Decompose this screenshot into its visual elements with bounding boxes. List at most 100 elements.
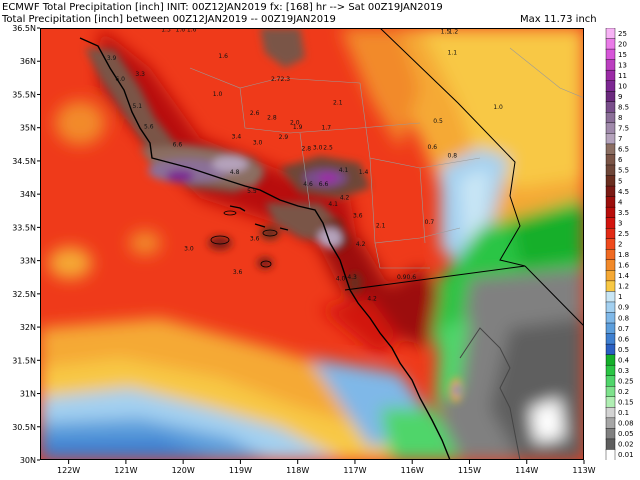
precip-value-label: 3.6 [250,236,260,243]
precip-value-label: 2.6 [250,110,260,117]
precip-value-label: 3.0 [253,139,263,146]
colorbar-label: 1.8 [618,251,629,259]
lon-tick-label: 117W [343,466,366,475]
colorbar-swatch [605,133,616,145]
colorbar-label: 0.6 [618,335,630,343]
precip-value-label: 1.1 [448,50,458,57]
colorbar-swatch [605,291,616,303]
precip-value-label: 1.3 [161,28,171,33]
header-title-line1: ECMWF Total Precipitation [inch] INIT: 0… [2,2,443,13]
colorbar-label: 0.9 [618,304,629,312]
precip-value-label: 1.6 [176,28,186,33]
colorbar-swatch [605,206,616,219]
colorbar-swatch [605,80,616,92]
heavy-precip-bands [85,28,462,402]
colorbar-swatch [605,386,616,398]
precip-value-label: 0.90.6 [397,274,416,281]
colorbar-swatch [605,407,616,419]
colorbar-label: 6.5 [618,146,629,154]
precip-value-label: 2.0 [290,119,300,126]
precip-value-label: 6.0 [115,76,125,83]
precip-value-label: 4.1 [328,201,338,208]
precip-value-label: 3.3 [135,71,145,78]
lat-tick-label: 34.5N [12,157,36,166]
colorbar-label: 1.6 [618,262,630,270]
precip-value-label: 0.6 [428,144,438,151]
precip-value-label: 5.1 [133,103,143,110]
precip-value-label: 3.4 [232,133,242,140]
precip-value-label: 2.1 [333,99,343,106]
colorbar-label: 0.08 [618,420,634,428]
precip-value-label: 5.5 [247,188,257,195]
colorbar-swatch [605,438,616,451]
colorbar-label: 0.4 [618,356,630,364]
colorbar-swatch [605,449,616,460]
colorbar-label: 0.05 [618,430,634,438]
max-precip-label: Max 11.73 inch [520,14,597,25]
colorbar-label: 0.7 [618,325,629,333]
colorbar-swatch [605,270,616,282]
lat-tick-label: 36N [20,57,36,66]
value-labels: 1.3 1.6 1.63.9 1.63.36.0 2.72.31.05.12.62.82… [107,28,503,303]
colorbar-swatch [605,164,616,177]
islands [210,210,278,268]
lon-tick-label: 114W [515,466,538,475]
colorbar-swatch [605,227,616,240]
borders [344,28,584,460]
precip-value-label: 6.6 [173,141,183,148]
colorbar-swatch [605,196,616,208]
precip-value-label: 2.8 [302,145,312,152]
lat-tick-label: 33.5N [12,223,36,232]
colorbar-label: 4 [618,198,623,206]
colorbar-label: 7.5 [618,125,629,133]
county-lines [189,47,584,269]
precip-value-label: 2.5 [323,145,333,152]
precip-field-shading [40,28,584,460]
precip-value-label: 1.7 [322,125,332,132]
colorbar-label: 0.2 [618,388,629,396]
lon-tick-label: 113W [572,466,595,475]
precip-value-label: 2.8 [267,115,277,122]
colorbar-label: 7 [618,135,622,143]
lat-tick-label: 34N [20,190,36,199]
colorbar-swatch [605,154,616,166]
precip-value-label: 1.4 [359,169,369,176]
lat-tick-label: 36.5N [12,24,36,33]
precip-value-label: 4.0 [336,276,346,283]
colorbar-swatch [605,185,616,198]
precip-value-label: 0.7 [425,219,435,226]
colorbar-label: 13 [618,61,627,69]
colorbar-swatch [605,175,616,187]
colorbar-swatch [605,417,616,430]
colorbar-swatch [605,101,616,114]
colorbar-swatch [605,301,616,314]
precip-value-label: 4.2 [356,241,366,248]
colorbar-label: 0.02 [618,441,634,449]
lon-tick-label: 121W [114,466,137,475]
colorbar-label: 1 [618,293,622,301]
lat-tick-label: 35N [20,124,36,133]
colorbar-label: 4.5 [618,188,629,196]
lon-tick-label: 119W [229,466,252,475]
colorbar-swatch [605,38,616,50]
colorbar-swatch [605,343,616,356]
lat-tick-label: 31.5N [12,356,36,365]
colorbar-label: 2 [618,241,622,249]
precip-value-label: 2.9 [279,134,289,141]
colorbar-swatch [605,312,616,324]
precip-value-label: 4.8 [230,169,240,176]
colorbar-swatch [605,143,616,156]
colorbar-swatch [605,354,616,366]
lat-tick-label: 35.5N [12,90,36,99]
precip-value-label: 4.1 [339,167,349,174]
colorbar-label: 8 [618,114,622,122]
colorbar-swatch [605,375,616,387]
colorbar-swatch [605,28,616,40]
colorbar-swatch [605,59,616,71]
precip-value-label: 1.6 [218,53,228,60]
map-header: ECMWF Total Precipitation [inch] INIT: 0… [0,0,640,28]
precip-value-label: 0.5 [433,118,443,125]
colorbar-swatch [605,238,616,250]
precip-value-label: 3.0 [184,246,194,253]
